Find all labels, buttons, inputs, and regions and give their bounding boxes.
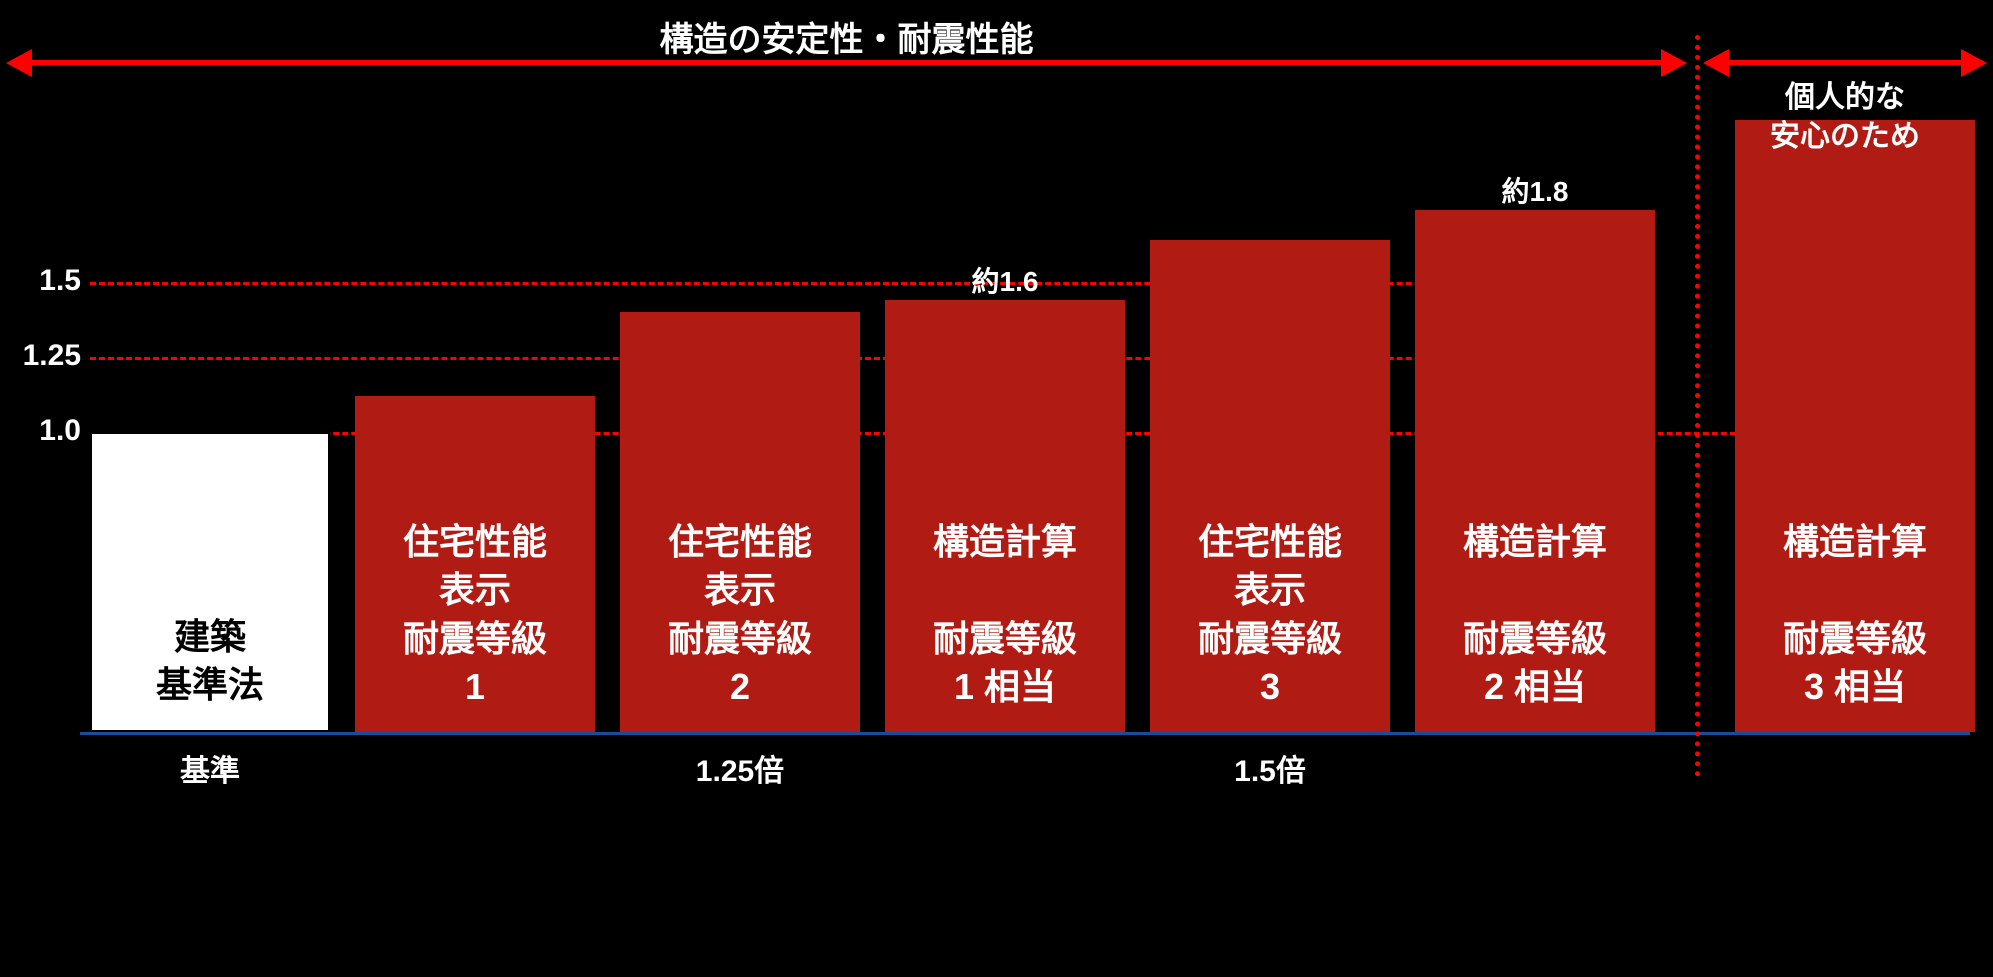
bar-label: 建築 基準法 <box>156 613 264 710</box>
seismic-grade-bar-chart: 1.0 1.25 1.5 建築 基準法基準 住宅性能 表示 耐震等級 1 住宅性能 表示 … <box>0 0 1993 977</box>
bar: 構造計算 耐震等級 1 相当 <box>885 300 1125 732</box>
bar-value-label: 約1.8 <box>1475 170 1595 210</box>
bar-label: 住宅性能 表示 耐震等級 3 <box>1198 518 1342 712</box>
y-tick-label: 1.5 <box>39 264 81 298</box>
bar: 構造計算 耐震等級 2 相当 <box>1415 210 1655 732</box>
bar-value-label: 約1.6 <box>945 260 1065 300</box>
bar-label: 構造計算 耐震等級 2 相当 <box>1463 518 1607 712</box>
y-tick-label: 1.0 <box>39 414 81 448</box>
bar-label: 構造計算 耐震等級 3 相当 <box>1783 518 1927 712</box>
x-axis-label: 基準 <box>110 746 310 790</box>
bar-label: 住宅性能 表示 耐震等級 2 <box>668 518 812 712</box>
bar: 住宅性能 表示 耐震等級 1 <box>355 396 595 732</box>
span-label: 構造の安定性・耐震性能 <box>597 12 1097 61</box>
x-axis-label: 1.25倍 <box>640 746 840 790</box>
bar-label: 住宅性能 表示 耐震等級 1 <box>403 518 547 712</box>
bar: 住宅性能 表示 耐震等級 3 <box>1150 240 1390 732</box>
bar-label: 構造計算 耐震等級 1 相当 <box>933 518 1077 712</box>
span-label: 個人的な 安心のため <box>1595 78 1993 156</box>
x-axis-label: 1.5倍 <box>1170 746 1370 790</box>
bar: 構造計算 耐震等級 3 相当 <box>1735 120 1975 732</box>
y-tick-label: 1.25 <box>23 339 81 373</box>
bar: 建築 基準法 <box>90 432 330 732</box>
chart-baseline <box>80 732 1970 735</box>
bar: 住宅性能 表示 耐震等級 2 <box>620 312 860 732</box>
